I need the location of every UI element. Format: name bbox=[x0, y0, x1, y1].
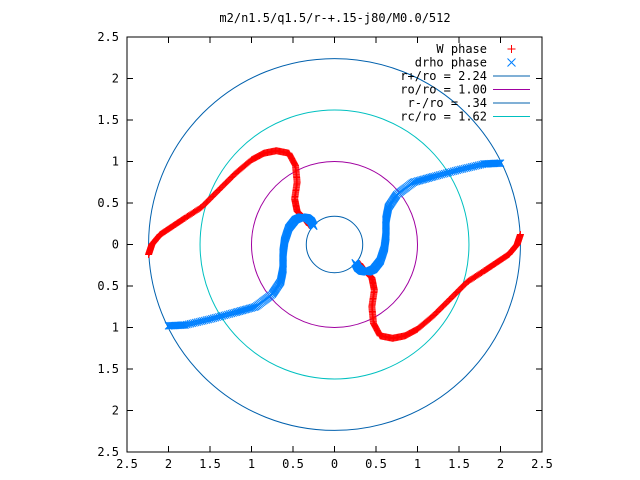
x-tick-label: 2 bbox=[497, 457, 504, 471]
point-1-3-4 bbox=[236, 307, 245, 315]
x-tick-label: 0.5 bbox=[365, 457, 387, 471]
y-tick-label: 2.5 bbox=[97, 30, 119, 44]
point-1-31 bbox=[351, 258, 360, 267]
circle-1 bbox=[251, 161, 418, 328]
point-1-19-12 bbox=[412, 177, 421, 186]
x-tick-label: 1 bbox=[248, 457, 255, 471]
point-1-19-2 bbox=[427, 173, 435, 182]
y-tick-label: 0 bbox=[112, 238, 119, 252]
y-tick-label: 1 bbox=[112, 321, 119, 335]
point-1-19-1 bbox=[428, 173, 437, 181]
point-1-19-11 bbox=[413, 177, 422, 185]
point-1-3-2 bbox=[234, 307, 242, 316]
x-tick-label: 2.5 bbox=[116, 457, 138, 471]
legend-swatch-0 bbox=[507, 45, 516, 53]
circle-3 bbox=[199, 109, 470, 380]
points-layer bbox=[145, 147, 524, 342]
legend-label-2: r+/ro = 2.24 bbox=[400, 69, 487, 83]
point-1-19-4 bbox=[424, 174, 433, 182]
legend-label-3: ro/ro = 1.00 bbox=[400, 83, 487, 97]
x-tick-label: 2.5 bbox=[531, 457, 553, 471]
y-tick-label: 0.5 bbox=[97, 279, 119, 293]
x-tick-label: 0 bbox=[331, 457, 338, 471]
point-1-19-5 bbox=[422, 174, 431, 183]
point-1-19-6 bbox=[421, 175, 430, 183]
point-1-19-7 bbox=[419, 175, 428, 184]
legend-label-1: drho phase bbox=[415, 56, 487, 70]
legend-label-0: W phase bbox=[436, 42, 487, 56]
point-1-3-8 bbox=[242, 305, 251, 314]
chart-title: m2/n1.5/q1.5/r-+.15-j80/M0.0/512 bbox=[219, 11, 450, 25]
legend-label-5: rc/ro = 1.62 bbox=[400, 110, 487, 124]
x-tick-label: 1 bbox=[414, 457, 421, 471]
x-tick-label: 1.5 bbox=[448, 457, 470, 471]
point-1-0-13 bbox=[180, 321, 188, 329]
point-1-19-9 bbox=[416, 176, 425, 185]
y-tick-label: 2 bbox=[112, 72, 119, 86]
point-1-3-11 bbox=[247, 304, 256, 312]
point-1-3-1 bbox=[232, 308, 241, 316]
point-1-3-3 bbox=[235, 307, 244, 316]
point-1-3-6 bbox=[239, 306, 248, 314]
point-1-3 bbox=[231, 308, 239, 317]
y-tick-label: 1 bbox=[112, 155, 119, 169]
y-tick-label: 2.5 bbox=[97, 445, 119, 459]
point-1-3-7 bbox=[241, 305, 250, 314]
point-1-16-13 bbox=[481, 160, 489, 168]
point-1-19-3 bbox=[425, 173, 434, 182]
point-1-19-10 bbox=[415, 176, 424, 185]
legend-label-4: r-/ro = .34 bbox=[408, 96, 487, 110]
x-tick-label: 1.5 bbox=[199, 457, 221, 471]
point-1-19-8 bbox=[418, 175, 427, 184]
y-tick-label: 1.5 bbox=[97, 362, 119, 376]
legend-swatch-1 bbox=[507, 58, 516, 67]
y-tick-label: 2 bbox=[112, 404, 119, 418]
y-tick-label: 0.5 bbox=[97, 196, 119, 210]
point-1-15 bbox=[309, 222, 318, 231]
point-1-3-9 bbox=[244, 304, 253, 313]
ticks-layer: 2.5 2 1.5 1 0.5 0 0.5 1 1.5 2 2.52.521.510.500.511… bbox=[97, 30, 553, 471]
circle-2 bbox=[305, 215, 364, 274]
y-tick-label: 1.5 bbox=[97, 113, 119, 127]
point-1-3-5 bbox=[238, 306, 247, 315]
point-1-3-12 bbox=[248, 303, 257, 312]
x-tick-label: 0.5 bbox=[282, 457, 304, 471]
point-1-3-10 bbox=[245, 304, 254, 313]
x-tick-label: 2 bbox=[165, 457, 172, 471]
point-1-19 bbox=[430, 172, 438, 181]
